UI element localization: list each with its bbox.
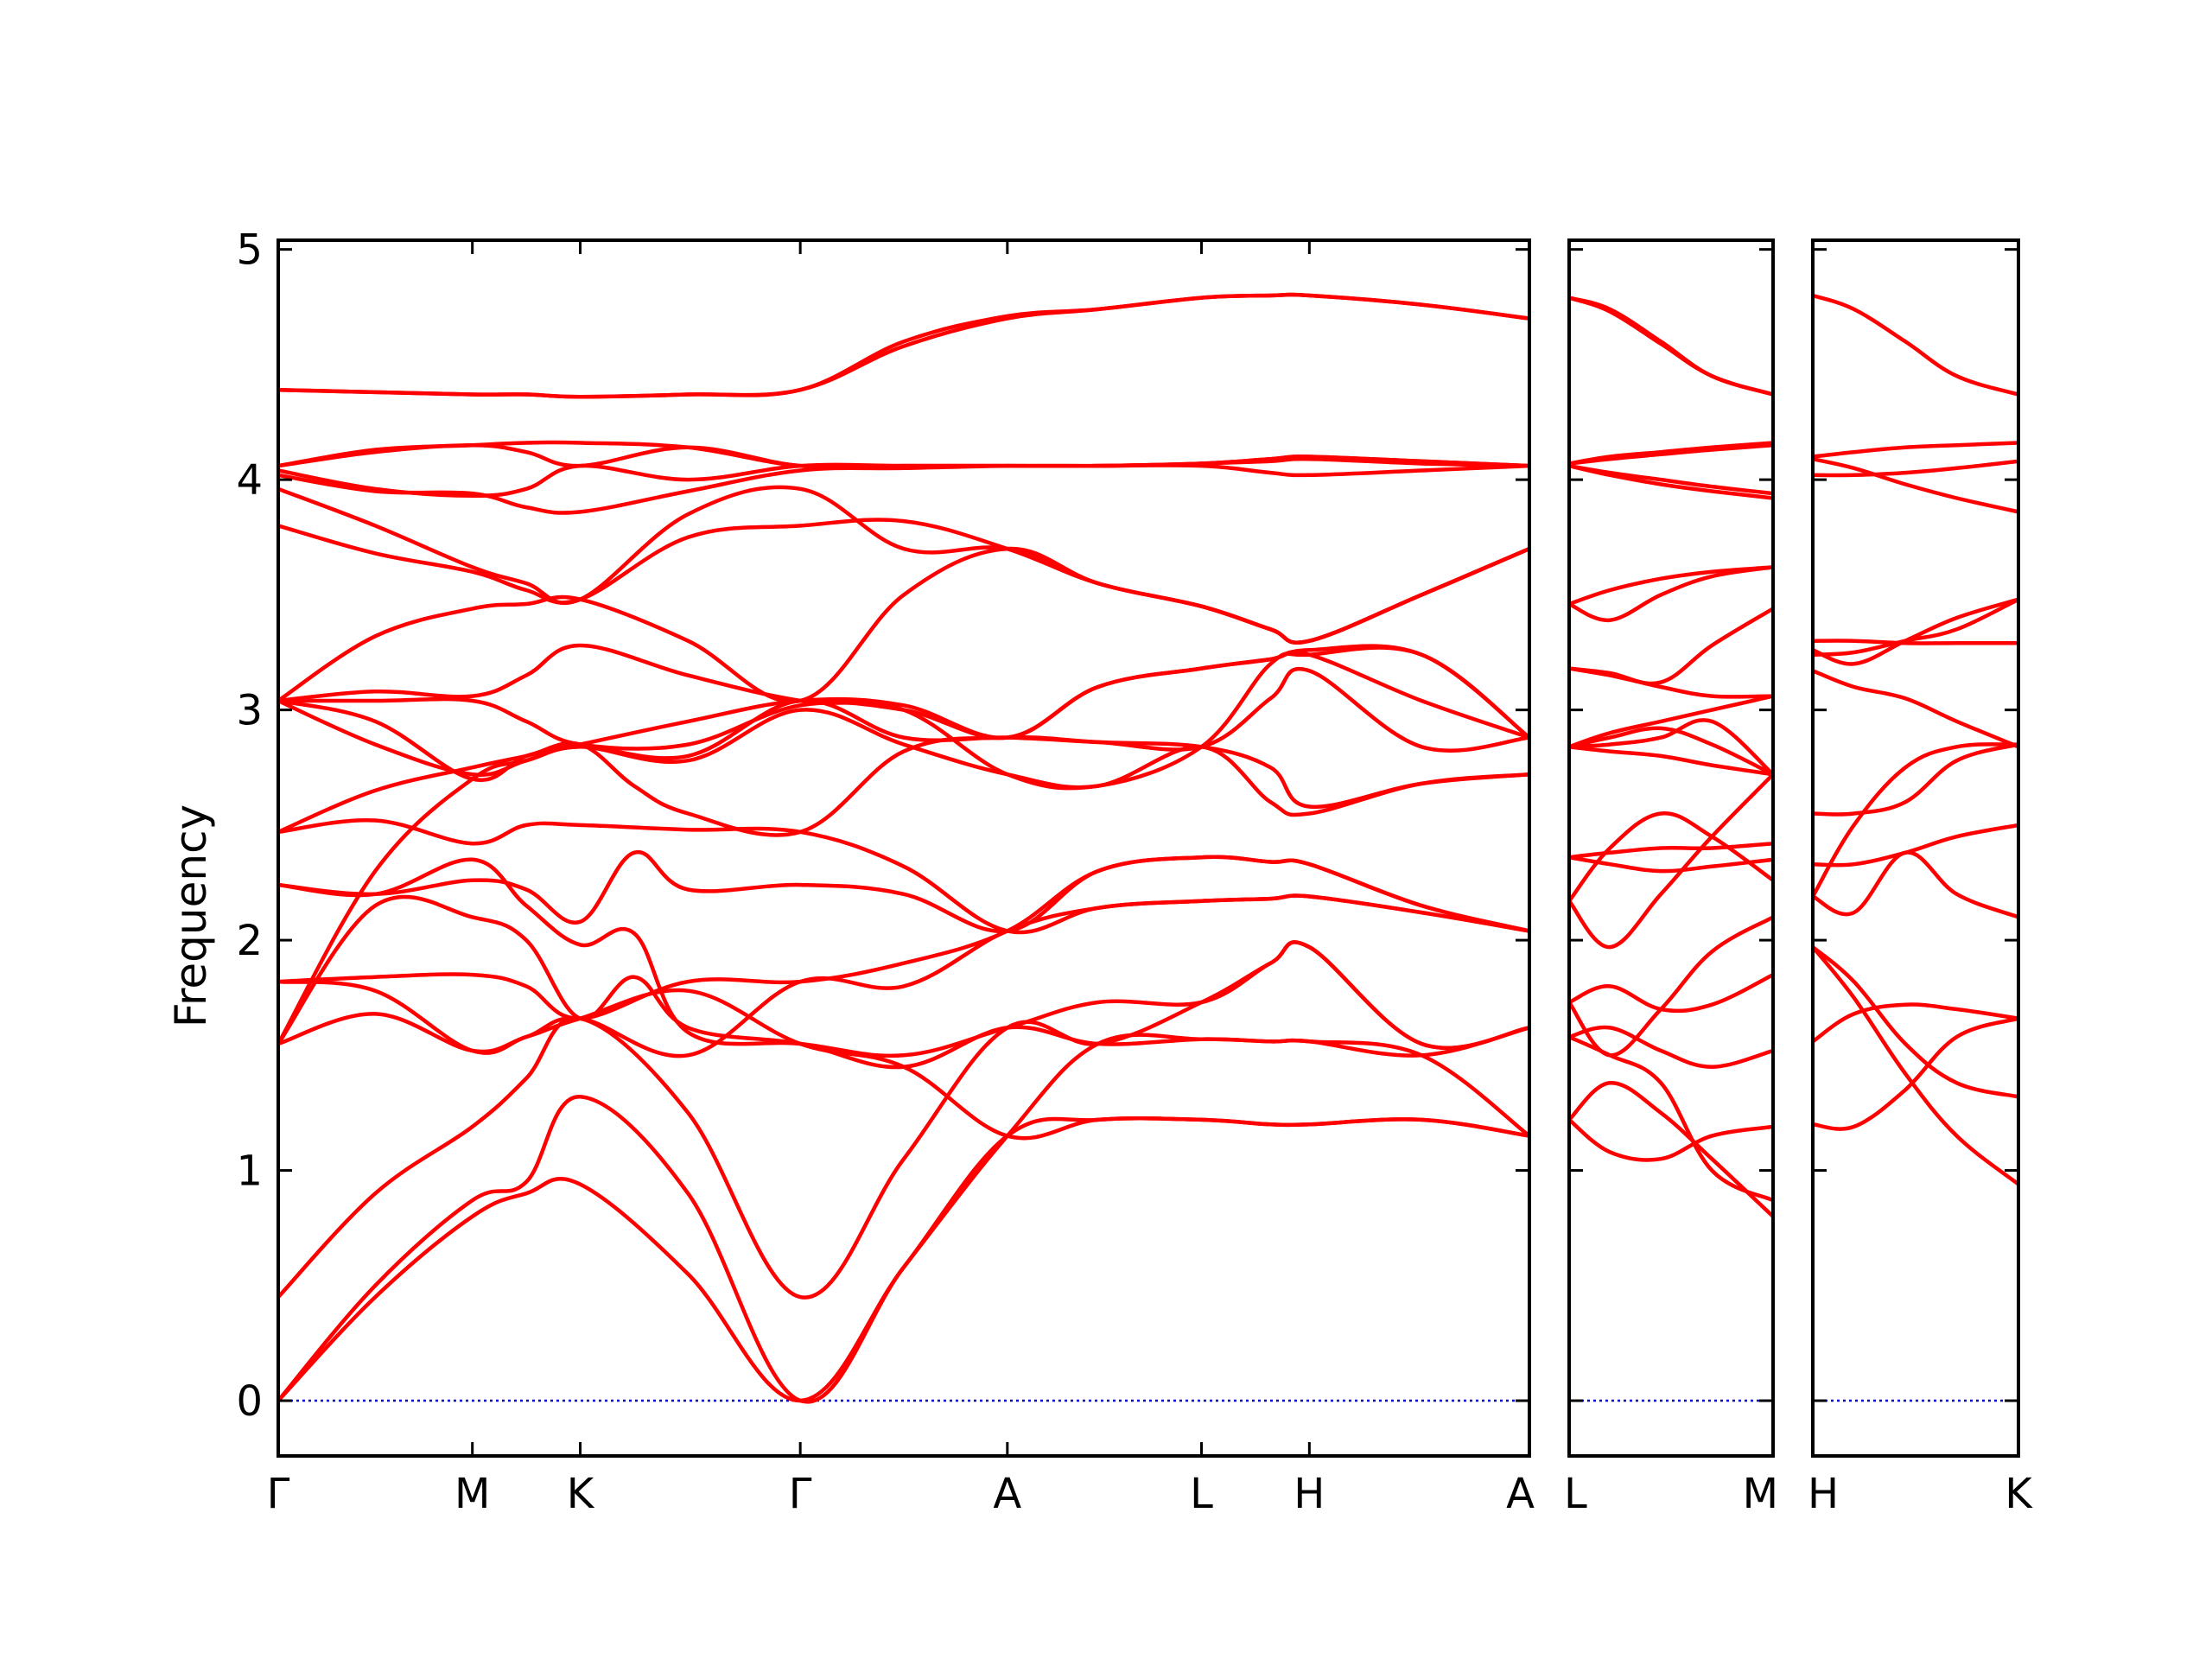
band-2-2 [1569,1117,1773,1162]
y-axis-label: Frequency [166,804,216,1027]
y-tick-label: 5 [236,226,263,275]
x-tick-label: L [1190,1470,1213,1518]
x-tick-label: M [454,1470,490,1518]
band-2-6 [1569,915,1773,1058]
band-1-2 [278,1033,1529,1404]
band-3-1 [1813,1016,2018,1131]
band-1-8 [278,894,1529,1070]
panel-frame [276,238,1531,1458]
band-3-5 [1813,850,2018,919]
band-1-15 [278,643,1529,791]
band-3-14 [1813,456,2018,514]
x-tick-label: A [1506,1470,1535,1518]
band-3-12 [1813,639,2018,645]
band-2-1 [1569,1081,1773,1219]
band-2-22 [1569,441,1773,466]
band-1-5 [278,988,1529,1141]
band-3-3 [1813,944,2018,1099]
x-tick-label: H [1808,1470,1839,1518]
panel-frame [1567,238,1775,1458]
x-tick-label: H [1294,1470,1325,1518]
band-3-9 [1813,669,2018,749]
x-tick-label: K [2005,1470,2033,1518]
band-1-25 [278,292,1529,399]
x-tick-label: A [993,1470,1021,1518]
band-1-3 [278,940,1529,1300]
band-1-16 [278,644,1529,751]
band-2-8 [1569,811,1773,904]
band-3-11 [1813,597,2018,666]
y-tick-label: 3 [236,687,263,735]
band-2-24 [1569,296,1773,397]
band-1-24 [278,292,1529,399]
band-1-18 [278,518,1529,645]
band-1-14 [278,650,1529,783]
band-3-8 [1813,742,2018,899]
band-2-12 [1569,745,1773,777]
band-3-15 [1813,441,2018,459]
band-3-2 [1813,1002,2018,1044]
band-3-6 [1813,823,2018,868]
band-2-21 [1569,442,1773,466]
y-tick-label: 0 [236,1377,263,1426]
band-3-4 [1813,944,2018,1186]
x-tick-label: Γ [267,1470,290,1518]
panel-3-bands [1813,293,2018,1402]
band-3-16 [1813,293,2018,397]
band-2-11 [1569,718,1773,777]
band-2-4 [1569,1025,1773,1069]
band-1-13 [278,666,1529,777]
band-1-12 [278,734,1529,837]
x-tick-label: Γ [789,1470,812,1518]
band-2-17 [1569,565,1773,622]
y-tick-labels: 0 1 2 3 4 5 [236,226,263,1426]
y-tick-label: 2 [236,917,263,965]
panel-1-bands [278,292,1529,1404]
y-tick-label: 1 [236,1147,263,1196]
band-2-9 [1569,841,1773,860]
panel-2-bands [1569,296,1773,1402]
band-1-9 [278,857,1529,1058]
band-1-23 [278,440,1529,470]
band-2-18 [1569,565,1773,607]
band-3-7 [1813,742,2018,817]
panel-frame [1811,238,2020,1458]
band-2-23 [1569,296,1773,397]
band-2-14 [1569,694,1773,749]
x-tick-label: M [1743,1470,1778,1518]
band-2-20 [1569,463,1773,496]
band-1-20 [278,463,1529,515]
band-3-13 [1813,459,2018,478]
band-2-13 [1569,726,1773,777]
band-2-5 [1569,972,1773,1014]
x-tick-label: L [1564,1470,1587,1518]
band-1-10 [278,849,1529,934]
band-1-19 [278,485,1529,645]
band-2-16 [1569,607,1773,686]
band-2-10 [1569,855,1773,874]
y-tick-label: 4 [236,456,263,505]
x-tick-label: K [567,1470,595,1518]
band-2-7 [1569,772,1773,950]
band-1-11 [278,817,1529,935]
